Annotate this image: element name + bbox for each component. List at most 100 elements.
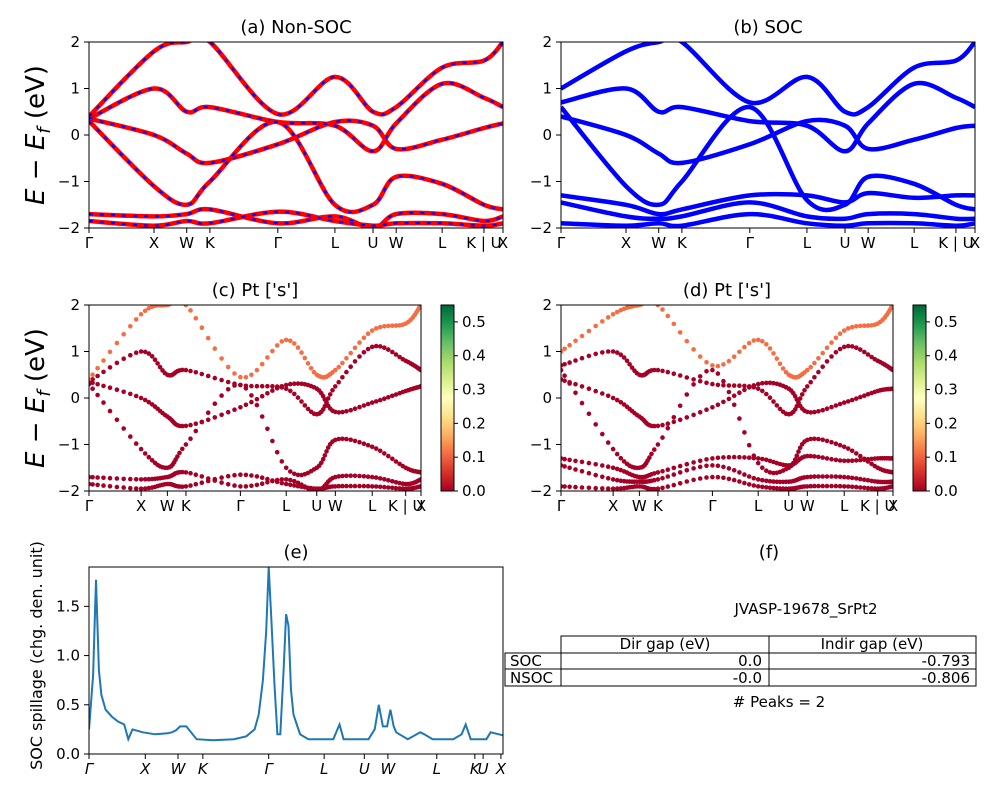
band-point <box>336 410 342 415</box>
band-point <box>567 342 572 348</box>
band-point <box>816 409 821 414</box>
band-point <box>854 451 859 456</box>
band-point <box>600 486 605 491</box>
band-point <box>183 470 189 475</box>
band-point <box>325 396 331 401</box>
band-point <box>340 409 345 415</box>
band-point <box>133 486 139 491</box>
band-point <box>677 463 683 469</box>
band-point <box>704 407 709 413</box>
band-point <box>128 485 133 491</box>
band-point <box>219 393 224 398</box>
band-point <box>691 347 696 352</box>
colorbar-tick-label: 0.2 <box>934 414 958 432</box>
band-point <box>95 381 100 387</box>
band-point <box>652 300 657 305</box>
band-point <box>845 475 851 480</box>
colorbar-tick-label: 0.0 <box>934 482 958 500</box>
band-point <box>600 350 605 355</box>
band-point <box>808 436 813 442</box>
xtick-label: K <box>470 760 481 778</box>
panel-a-ylabel: E − Ef (eV) <box>21 65 55 205</box>
band-point <box>292 381 297 387</box>
band-point <box>133 350 139 356</box>
band-point <box>805 384 810 389</box>
band-point <box>243 386 249 391</box>
band-point <box>812 409 817 415</box>
band-point <box>128 352 133 358</box>
band-point <box>697 464 703 470</box>
band-point <box>684 468 690 473</box>
band-point <box>101 383 106 389</box>
band-point <box>562 464 567 469</box>
band-point <box>710 456 715 461</box>
band-point <box>212 401 218 407</box>
band-point <box>232 472 237 478</box>
band-point <box>199 371 205 377</box>
band-point <box>652 486 657 491</box>
band-point <box>128 324 133 329</box>
band-point <box>386 395 391 400</box>
band-point <box>671 371 677 377</box>
band-point <box>567 484 572 490</box>
xtick-label: K | U <box>938 234 973 252</box>
colorbar <box>912 304 927 492</box>
band-point <box>593 422 598 427</box>
xtick-label: K | U <box>466 234 501 252</box>
band-point <box>361 350 367 355</box>
band-point <box>175 297 180 302</box>
band-point <box>746 474 752 479</box>
band-point <box>205 478 211 484</box>
band-point <box>567 465 572 471</box>
band-point <box>146 399 152 405</box>
band-point <box>890 479 893 484</box>
band-point <box>259 414 265 419</box>
band-point <box>352 359 358 364</box>
band-point <box>373 343 379 349</box>
band-point <box>746 442 752 448</box>
xtick-label: Γ <box>708 497 717 515</box>
band-point <box>352 483 358 489</box>
band-point <box>279 477 285 482</box>
band-point <box>710 474 715 480</box>
band-point <box>660 422 665 428</box>
band-point <box>829 456 834 462</box>
xtick-label: W <box>632 497 647 515</box>
band-point <box>715 402 721 408</box>
band-point <box>841 344 847 350</box>
band-point <box>142 349 148 355</box>
ytick-label: 1 <box>70 80 80 98</box>
ytick-label: 0.5 <box>56 696 80 714</box>
ytick-label: 2 <box>70 33 80 51</box>
band-point <box>579 333 585 339</box>
band-point <box>180 367 185 373</box>
band-point <box>833 441 839 447</box>
band-point <box>225 473 231 479</box>
band-point <box>639 305 644 307</box>
band-point <box>837 346 843 352</box>
band-point <box>188 483 193 488</box>
band-line-2 <box>89 119 503 215</box>
plot-area-b <box>561 42 975 228</box>
ytick-label: 0 <box>70 126 80 144</box>
band-point <box>797 445 803 451</box>
band-point <box>605 393 611 399</box>
band-point <box>382 477 387 482</box>
band-point <box>361 441 367 447</box>
band-point <box>180 423 185 429</box>
band-point <box>751 483 757 488</box>
band-point <box>365 442 371 448</box>
band-point <box>671 415 677 420</box>
band-point <box>737 454 742 460</box>
band-point <box>219 480 224 485</box>
band-point <box>737 390 742 396</box>
band-point <box>274 384 280 389</box>
band-point <box>829 483 834 489</box>
band-point <box>369 484 375 489</box>
band-point <box>862 393 867 399</box>
band-point <box>610 446 616 452</box>
band-line-3 <box>561 42 975 117</box>
band-point <box>397 354 402 360</box>
band-point <box>614 477 620 483</box>
band-point <box>865 392 871 397</box>
